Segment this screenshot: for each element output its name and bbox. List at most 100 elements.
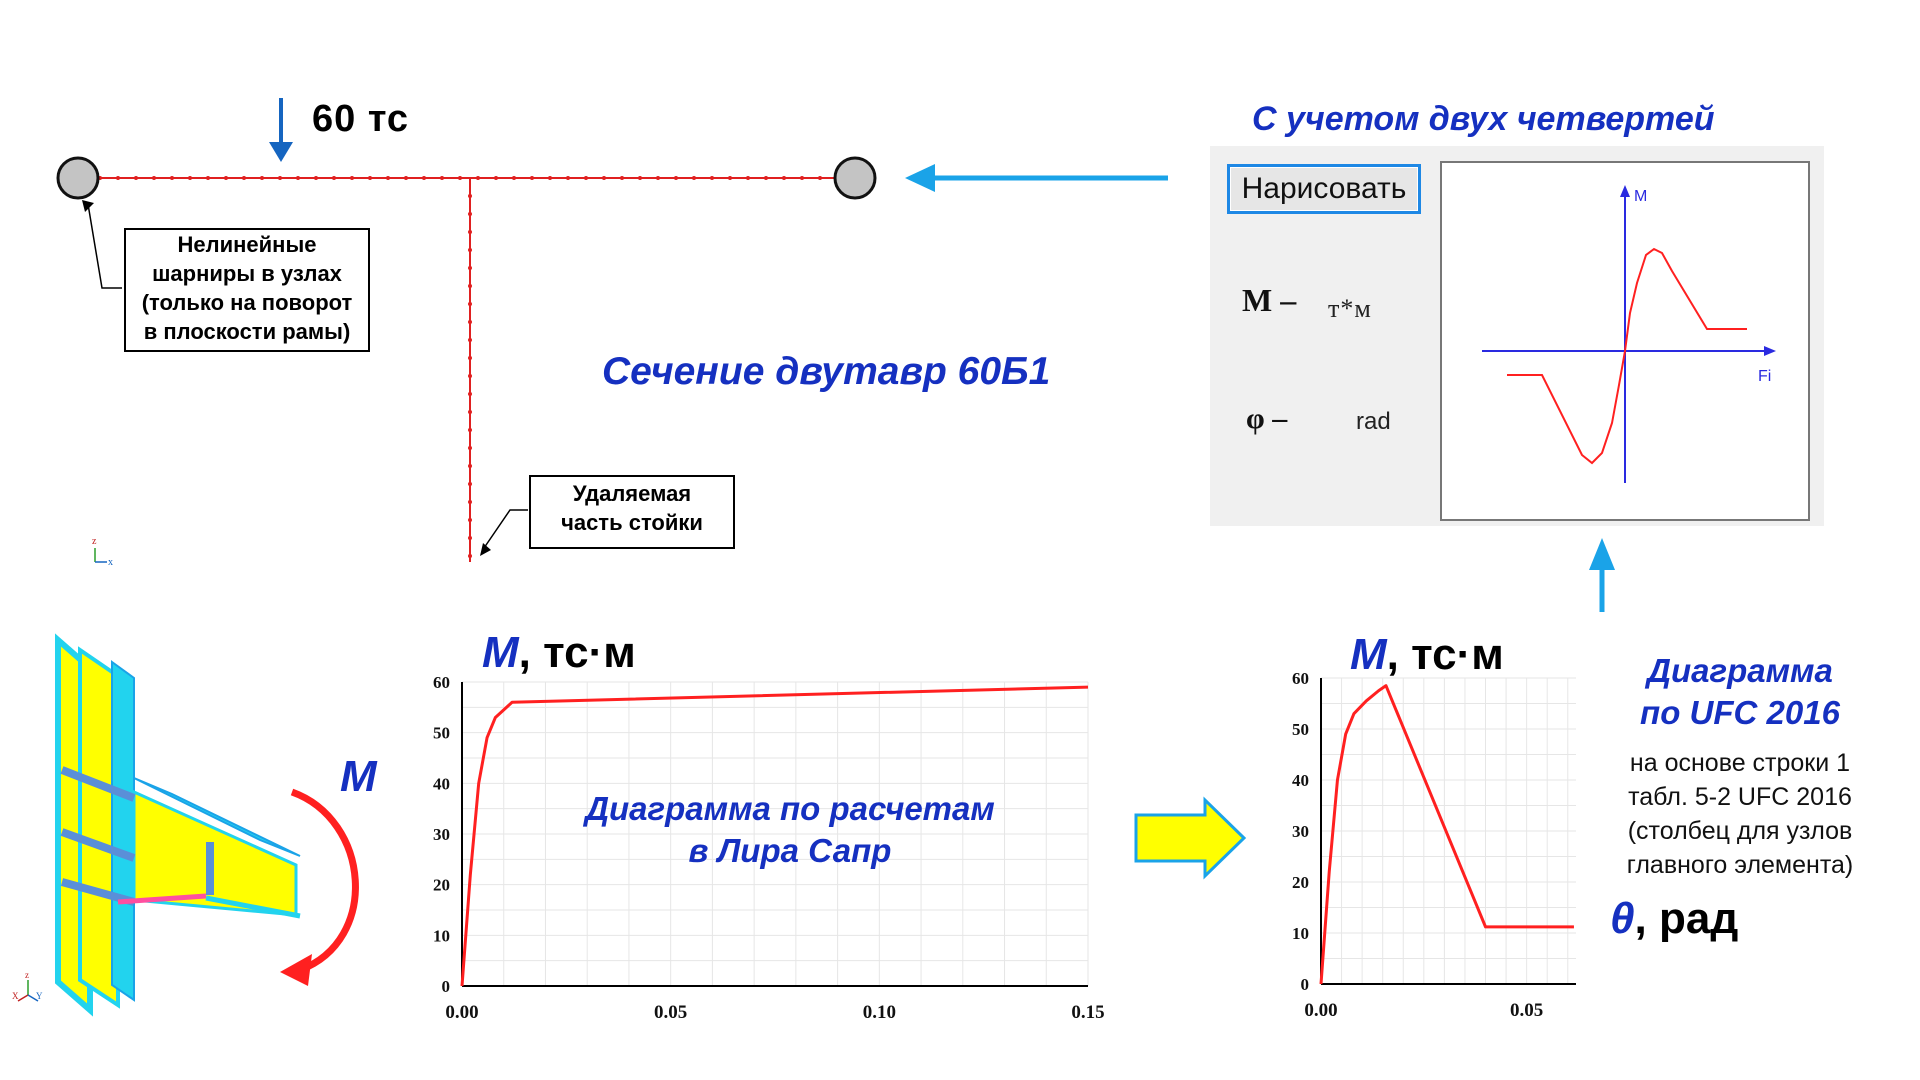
column-node-dot	[468, 464, 472, 468]
preview-axis-fi-head	[1764, 346, 1776, 356]
ufc-m-unit: , тс·м	[1386, 630, 1504, 679]
column-node-dot	[468, 302, 472, 306]
ufc-y-tick-label: 60	[1292, 669, 1309, 688]
lira-x-tick-label: 0.10	[863, 1002, 896, 1020]
phi-symbol: φ –	[1246, 402, 1288, 435]
section-title: Сечение двутавр 60Б1	[602, 350, 1051, 393]
beam-node-dot	[332, 176, 336, 180]
lira-y-tick-label: 50	[433, 724, 450, 743]
column-node-dot	[468, 446, 472, 450]
lira-y-tick-label: 0	[442, 977, 451, 996]
beam-node-dot	[368, 176, 372, 180]
beam-node-dot	[170, 176, 174, 180]
stiffener-bottom	[60, 878, 136, 906]
beam-node-dot	[548, 176, 552, 180]
lira-caption: Диаграмма по расчетам в Лира Сапр	[500, 788, 1080, 872]
beam-node-dot	[188, 176, 192, 180]
column-node-dot	[468, 284, 472, 288]
node-axis-z-label: z	[25, 970, 29, 980]
lira-y-tick-label: 20	[433, 876, 450, 895]
ufc-y-tick-label: 50	[1292, 720, 1309, 739]
node-axis-y-label: Y	[36, 991, 43, 1001]
beam-node-dot	[638, 176, 642, 180]
stiffener-mid	[60, 828, 136, 862]
lira-series-line	[460, 685, 1089, 987]
beam-node-dot	[782, 176, 786, 180]
beam-node-dot	[242, 176, 246, 180]
lira-chart: 0 10 20 30 40 50 60 0.00 0.05 0.10 0.15	[433, 673, 1105, 1020]
beam-node-dot	[314, 176, 318, 180]
hinge-note: Нелинейные шарниры в узлах (только на по…	[124, 228, 370, 352]
column-node-dot	[468, 392, 472, 396]
node-axis-x	[17, 994, 29, 1002]
lira-y-tick-label: 10	[433, 926, 450, 945]
ufc-y-tick-label: 20	[1292, 873, 1309, 892]
hinge-note-line-3: (только на поворот	[141, 290, 353, 315]
ufc-y-tick-label: 0	[1301, 975, 1310, 994]
hinge-note-line-1: Нелинейные	[177, 232, 317, 257]
ufc-desc-line-1: на основе строки 1	[1629, 749, 1851, 777]
beam-node-dot	[458, 176, 462, 180]
beam-node-dot	[296, 176, 300, 180]
phi-unit: rad	[1356, 408, 1391, 435]
beam-top-flange	[133, 777, 301, 857]
column-node-dot	[468, 410, 472, 414]
column-node-dot	[468, 248, 472, 252]
column-node-dot	[468, 554, 472, 558]
axis-x-label: x	[108, 557, 113, 568]
lira-x-tick-label: 0.15	[1071, 1002, 1104, 1020]
beam-node-dot	[404, 176, 408, 180]
beam-node-dot	[152, 176, 156, 180]
lira-m-letter: M	[482, 628, 519, 677]
ufc-description: на основе строки 1 табл. 5-2 UFC 2016 (с…	[1610, 746, 1870, 882]
preview-axis-m-head	[1620, 185, 1630, 197]
column-node-dot	[468, 428, 472, 432]
beam-node-dot	[530, 176, 534, 180]
moment-arrow	[290, 788, 359, 974]
diagram-panel: Нарисовать M – т*м φ – rad M Fi	[1210, 146, 1824, 526]
axis-z-label: z	[92, 536, 97, 547]
load-label: 60 тс	[312, 98, 410, 140]
ufc-m-letter: M	[1350, 630, 1387, 679]
stiffener-top	[60, 766, 136, 802]
hinge-note-line-4: в плоскости рамы)	[143, 319, 351, 344]
ufc-y-tick-label: 40	[1292, 771, 1309, 790]
ufc-desc-line-4: главного элемента)	[1626, 851, 1854, 879]
lira-caption-line-2: в Лира Сапр	[688, 832, 892, 869]
column-node-dot	[468, 518, 472, 522]
beam-node-dot	[494, 176, 498, 180]
beam-node-dot	[818, 176, 822, 180]
ufc-y-tick-label: 10	[1292, 924, 1309, 943]
beam-node-dot	[692, 176, 696, 180]
beam-node-dot	[764, 176, 768, 180]
lira-caption-line-1: Диаграмма по расчетам	[585, 790, 995, 827]
beam-node-dot	[224, 176, 228, 180]
ufc-desc-line-3: (столбец для узлов	[1627, 817, 1853, 845]
ufc-desc-line-2: табл. 5-2 UFC 2016	[1628, 783, 1852, 811]
preview-fi-label: Fi	[1758, 368, 1771, 385]
column-node-dot	[468, 194, 472, 198]
node-axis-y	[27, 994, 39, 1002]
column-nodes	[468, 194, 472, 558]
ufc-chart: 0 10 20 30 40 50 60 0.00 0.05	[1292, 669, 1576, 1021]
m-symbol: M –	[1242, 282, 1297, 318]
column-node-dot	[468, 482, 472, 486]
beam-node-dot	[566, 176, 570, 180]
ufc-title-line-1: Диаграмма	[1647, 652, 1833, 689]
beam-bottom-flange	[117, 893, 207, 905]
preview-curve	[1507, 247, 1747, 465]
ufc-m-label: M, тс·м	[1350, 630, 1504, 680]
theta-label: θ, рад	[1610, 894, 1738, 944]
lira-y-tick-label: 60	[433, 673, 450, 692]
beam-node-dot	[512, 176, 516, 180]
preview-plot: M Fi	[1440, 161, 1810, 521]
lira-m-label: M, тс·м	[482, 628, 636, 678]
column-node-dot	[468, 212, 472, 216]
ufc-title: Диаграмма по UFC 2016	[1600, 650, 1880, 734]
theta-unit: , рад	[1634, 894, 1739, 943]
draw-button[interactable]: Нарисовать	[1227, 164, 1421, 214]
beam-node-dot	[674, 176, 678, 180]
beam-node-dot	[656, 176, 660, 180]
ufc-series-line	[1319, 684, 1574, 985]
